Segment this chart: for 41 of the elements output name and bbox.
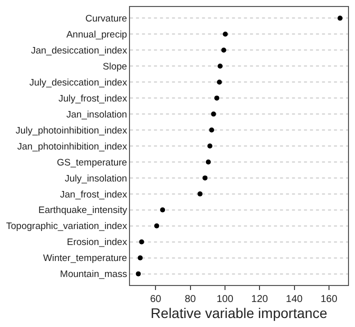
point xyxy=(160,207,166,212)
point xyxy=(154,223,160,228)
y-tick-label: GS_temperature xyxy=(56,157,128,168)
x-tick-label: 60 xyxy=(150,294,162,305)
x-tick-label: 160 xyxy=(320,294,338,305)
point xyxy=(202,175,208,180)
point xyxy=(211,112,216,117)
y-tick-label: July_frost_index xyxy=(58,93,128,104)
y-tick-label: Curvature xyxy=(85,14,128,25)
y-tick-label: July_photoinhibition_index xyxy=(16,125,128,136)
point xyxy=(206,159,211,164)
point xyxy=(209,128,214,133)
y-tick-label: Slope xyxy=(102,61,128,72)
x-tick-label: 120 xyxy=(251,294,268,305)
y-tick-label: Jan_desiccation_index xyxy=(30,45,128,56)
point xyxy=(139,239,144,244)
point xyxy=(338,16,343,21)
point xyxy=(222,32,228,37)
y-tick-label: Earthquake_intensity xyxy=(38,205,128,216)
y-tick-label: Erosion_index xyxy=(66,237,128,248)
x-axis-title: Relative variable importance xyxy=(150,305,328,321)
x-tick-label: 80 xyxy=(184,294,196,305)
y-tick-label: Mountain_mass xyxy=(60,269,128,280)
y-tick-label: July_desiccation_index xyxy=(29,77,128,88)
point xyxy=(138,255,143,260)
y-tick-label: Winter_temperature xyxy=(43,253,128,264)
point xyxy=(207,144,212,148)
point xyxy=(136,271,141,276)
point xyxy=(221,48,226,53)
y-tick-label: Jan_frost_index xyxy=(60,189,128,200)
point xyxy=(216,80,222,85)
y-tick-label: Jan_photoinhibition_index xyxy=(17,141,128,152)
y-tick-label: Topographic_variation_index xyxy=(6,221,128,232)
x-tick-label: 100 xyxy=(216,294,234,305)
point xyxy=(214,96,220,101)
y-tick-label: July_insolation xyxy=(64,173,128,184)
y-tick-label: Jan_insolation xyxy=(66,109,128,120)
point xyxy=(218,64,223,69)
x-tick-label: 140 xyxy=(286,294,304,305)
point xyxy=(198,191,203,196)
y-tick-label: Annual_precip xyxy=(66,29,128,40)
